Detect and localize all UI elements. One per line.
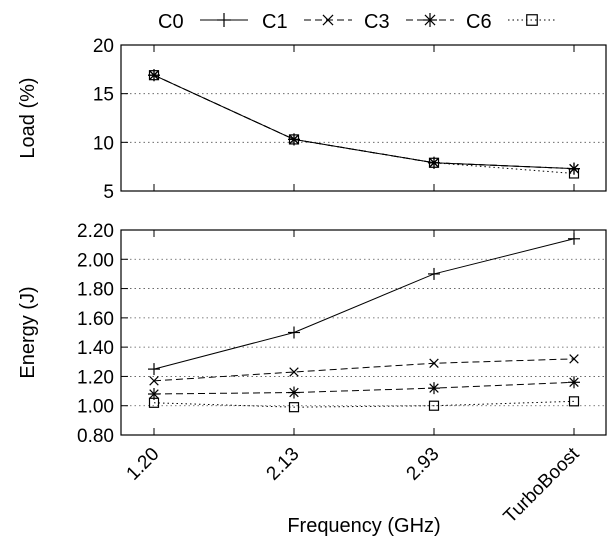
energy-ytick-label: 2.20	[77, 221, 114, 242]
energy-ytick-label: 1.20	[77, 367, 114, 388]
legend-label-c1: C1	[262, 11, 288, 33]
xtick-label-2: 2.93	[403, 444, 444, 485]
energy-series-line-c0	[153, 238, 575, 370]
energy-point-c6	[428, 400, 440, 411]
legend-label-c0: C0	[158, 11, 184, 33]
x-axis-title: Frequency (GHz)	[287, 515, 440, 537]
energy-point-c0	[148, 363, 160, 376]
legend-marker-c6	[526, 14, 538, 26]
load-series-line-c3	[153, 74, 575, 170]
energy-y-axis-title: Energy (J)	[17, 286, 39, 378]
energy-series-line-c6	[153, 400, 575, 408]
load-ytick-label: 20	[93, 36, 114, 57]
energy-point-c6	[288, 402, 300, 413]
load-point-c6	[428, 157, 440, 168]
xtick-label-1: 2.13	[263, 444, 304, 485]
energy-plot-frame	[120, 229, 607, 436]
energy-ytick-label: 0.80	[77, 426, 114, 447]
energy-point-c1	[569, 354, 579, 364]
energy-point-c3	[568, 376, 580, 389]
energy-panel: 0.80 1.00 1.20 1.40 1.60 1.80 2.00 2.20 Energy (…	[17, 221, 607, 527]
energy-point-c0	[428, 267, 440, 280]
legend-label-c6: C6	[466, 11, 492, 33]
load-point-c6	[568, 168, 580, 179]
load-point-c6	[148, 70, 160, 81]
energy-point-c3	[428, 382, 440, 395]
legend-marker-c3	[423, 13, 437, 27]
energy-point-c3	[288, 386, 300, 399]
energy-point-c1	[149, 376, 159, 386]
energy-ytick-label: 2.00	[77, 250, 114, 271]
energy-point-c0	[288, 326, 300, 339]
load-series-line-c0	[153, 74, 575, 170]
load-point-c6	[288, 134, 300, 145]
energy-point-c6	[568, 396, 580, 407]
load-panel: 5 10 15 20 Load (%)	[17, 36, 607, 203]
load-series-line-c1	[153, 74, 575, 170]
energy-point-c1	[289, 367, 299, 377]
energy-series-line-c3	[153, 381, 575, 395]
energy-ytick-label: 1.60	[77, 309, 114, 330]
energy-series-line-c1	[153, 358, 575, 382]
energy-point-c6	[148, 397, 160, 408]
load-series-line-c6	[153, 74, 575, 174]
xtick-label-3: TurboBoost	[500, 443, 584, 527]
legend-label-c3: C3	[364, 11, 390, 33]
energy-point-c1	[429, 358, 439, 368]
legend-marker-c0	[217, 13, 231, 27]
xtick-label-0: 1.20	[123, 444, 164, 485]
legend-marker-c1	[322, 14, 334, 26]
load-y-axis-title: Load (%)	[17, 77, 39, 158]
load-ytick-label: 5	[103, 182, 114, 203]
energy-ytick-label: 1.00	[77, 397, 114, 418]
load-plot-frame	[120, 44, 607, 192]
energy-point-c0	[568, 232, 580, 245]
energy-ytick-label: 1.80	[77, 280, 114, 301]
legend: C0 C1 C3 C6	[158, 11, 556, 33]
energy-ytick-label: 1.40	[77, 338, 114, 359]
load-ytick-label: 15	[93, 85, 114, 106]
load-ytick-label: 10	[93, 133, 114, 154]
